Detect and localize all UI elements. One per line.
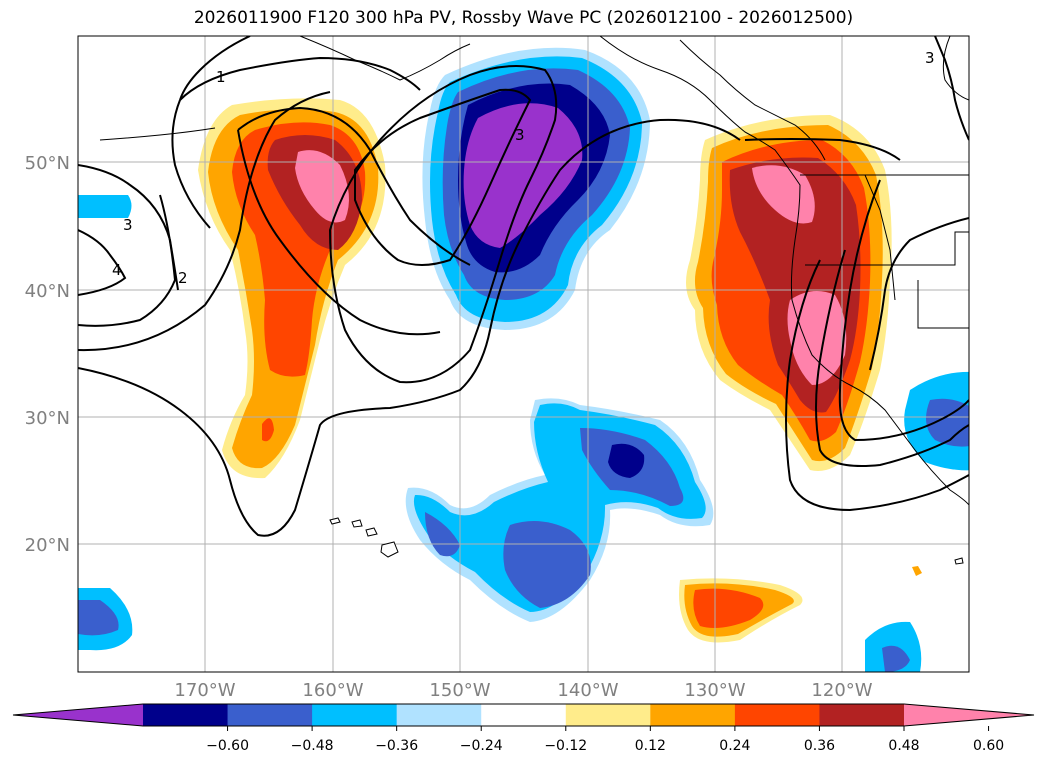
pv-contours (78, 36, 969, 537)
colorbar-tick-label: 0.24 (719, 738, 750, 754)
positive-anomaly-east (686, 115, 892, 471)
lon-label-140w: 140°W (557, 680, 618, 701)
contour-label: 3 (515, 126, 525, 144)
map-frame (77, 35, 970, 673)
negative-anomaly-subtropical (405, 398, 714, 622)
colorbar-ticks: −0.60 −0.48 −0.36 −0.24 −0.12 0.12 0.24 0.36 0.4… (206, 726, 1004, 754)
lat-label-50n: 50°N (25, 153, 70, 174)
map-title: 2026011900 F120 300 hPa PV, Rossby Wave … (193, 8, 854, 28)
contour-label: 2 (178, 269, 188, 287)
lon-label-150w: 150°W (429, 680, 490, 701)
colorbar-extend-max (904, 704, 1034, 726)
lon-label-170w: 170°W (174, 680, 235, 701)
positive-anomaly-west (198, 98, 386, 479)
colorbar-extend-min (13, 704, 143, 726)
contour-label: 4 (112, 261, 122, 279)
colorbar-tick-label: 0.60 (973, 738, 1004, 754)
gridlines (78, 36, 969, 672)
colorbar-segment (650, 704, 736, 726)
contour-label: 3 (123, 216, 133, 234)
contour-label: 3 (925, 49, 935, 67)
colorbar-tick-label: −0.48 (291, 738, 334, 754)
colorbar-tick-label: −0.24 (460, 738, 503, 754)
colorbar-segment (565, 704, 651, 726)
map-area (78, 36, 969, 672)
lat-label-30n: 30°N (25, 408, 70, 429)
colorbar-outline (12, 703, 1035, 727)
colorbar-tick-label: −0.36 (375, 738, 418, 754)
colorbar-segment (143, 704, 229, 726)
lat-label-20n: 20°N (25, 535, 70, 556)
colorbar-segment (312, 704, 398, 726)
colorbar-segment (734, 704, 820, 726)
colorbar-segment (819, 704, 905, 726)
contour-labels: 1 2 3 3 3 4 (112, 49, 935, 287)
colorbar-segment (227, 704, 313, 726)
lon-label-130w: 130°W (684, 680, 745, 701)
latitude-labels: 50°N 40°N 30°N 20°N (25, 153, 70, 556)
lon-label-120w: 120°W (811, 680, 872, 701)
negative-anomaly-west-edge (78, 195, 133, 651)
negative-anomaly-south-east (865, 566, 922, 672)
colorbar-tick-label: −0.60 (206, 738, 249, 754)
borders (800, 174, 969, 329)
colorbar-tick-label: 0.12 (635, 738, 666, 754)
positive-anomaly-south (679, 578, 803, 643)
colorbar-segments (13, 704, 1034, 726)
colorbar: −0.60 −0.48 −0.36 −0.24 −0.12 0.12 0.24 0.36 0.4… (12, 703, 1035, 754)
colorbar-segment (481, 704, 567, 726)
colorbar-segment (396, 704, 482, 726)
lon-label-160w: 160°W (302, 680, 363, 701)
colorbar-tick-label: 0.36 (804, 738, 835, 754)
contour-label: 1 (216, 68, 226, 86)
negative-anomaly-central (422, 47, 650, 331)
longitude-labels: 170°W 160°W 150°W 140°W 130°W 120°W (174, 680, 872, 701)
lat-label-40n: 40°N (25, 281, 70, 302)
colorbar-tick-label: −0.12 (544, 738, 587, 754)
coastlines (99, 36, 969, 506)
colorbar-tick-label: 0.48 (888, 738, 919, 754)
islands (329, 517, 964, 565)
